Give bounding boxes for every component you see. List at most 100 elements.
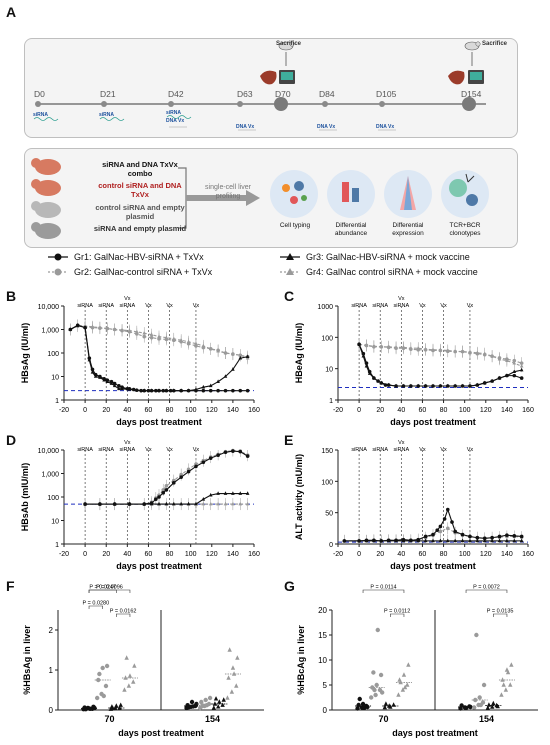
data-point	[161, 488, 166, 492]
event-label: siRNA	[77, 447, 93, 453]
x-tick-label: 140	[501, 407, 513, 414]
x-tick-label: 20	[376, 407, 384, 414]
y-tick-label: 10,000	[38, 304, 60, 311]
data-point	[497, 376, 502, 380]
data-point	[409, 538, 413, 543]
study-mice	[31, 158, 489, 239]
timeline-dot	[274, 97, 288, 111]
data-point	[401, 537, 406, 542]
x-tick-label: 160	[248, 551, 260, 558]
data-point	[225, 695, 230, 700]
data-point	[394, 538, 398, 543]
p-value-label: P = 0.0072	[473, 585, 500, 591]
data-point	[367, 369, 372, 374]
data-point	[490, 379, 494, 383]
data-point	[103, 683, 109, 689]
y-tick-label: 10	[51, 375, 59, 382]
event-label: Vx	[124, 296, 131, 302]
data-point	[149, 388, 154, 393]
data-point	[231, 449, 235, 453]
data-point	[364, 538, 369, 543]
data-point	[179, 472, 183, 477]
data-point	[398, 679, 403, 685]
data-point	[142, 388, 147, 393]
data-point	[386, 345, 391, 350]
data-point	[374, 682, 379, 688]
data-point	[460, 384, 465, 388]
y-tick-label: 100	[321, 479, 333, 486]
y-tick-label: 5	[323, 681, 328, 690]
x-tick-label: 60	[419, 407, 427, 414]
event-label: Vx	[467, 447, 474, 453]
data-point	[230, 665, 236, 670]
data-point	[98, 502, 102, 506]
x-tick-label: 160	[522, 551, 534, 558]
profiling-label: single-cell liver profiling	[205, 184, 251, 200]
significance-bracket	[465, 589, 508, 593]
data-point	[490, 538, 494, 543]
data-point	[508, 682, 513, 687]
x-tick-label: 0	[357, 407, 361, 414]
data-point	[474, 632, 479, 638]
event-label: Vx	[467, 303, 474, 309]
data-point	[154, 388, 158, 393]
data-point	[90, 370, 95, 374]
data-point	[475, 351, 480, 356]
data-point	[201, 460, 206, 465]
data-point	[186, 469, 191, 474]
data-point	[497, 356, 502, 360]
tcr-bcr-icon	[449, 173, 478, 206]
data-point	[375, 627, 380, 633]
data-point	[154, 497, 158, 502]
data-point	[361, 705, 367, 711]
data-point	[501, 682, 506, 687]
data-point	[409, 347, 413, 351]
data-point	[131, 387, 136, 392]
data-point	[179, 501, 183, 506]
data-point	[383, 701, 389, 706]
data-point	[194, 501, 198, 506]
y-tick-label: 10	[51, 519, 59, 526]
data-point	[114, 703, 119, 708]
y-tick-label: 1	[55, 542, 59, 549]
data-point	[442, 517, 447, 521]
data-point	[453, 529, 457, 534]
x-tick-label: 160	[248, 407, 260, 414]
data-point	[208, 456, 213, 460]
y-tick-label: 1000	[317, 304, 333, 311]
data-point	[357, 696, 362, 702]
data-point	[68, 327, 73, 332]
day-label: D84	[319, 89, 335, 99]
sirna-tag: siRNA	[166, 110, 182, 116]
data-point	[438, 348, 443, 353]
liver-icon-d154	[448, 70, 465, 85]
data-point	[203, 697, 208, 703]
data-point	[216, 453, 220, 458]
data-point	[475, 538, 480, 543]
sequencer-icon-d154	[468, 70, 484, 84]
data-point	[245, 388, 250, 393]
data-point	[497, 538, 502, 543]
data-point	[213, 696, 219, 701]
data-point	[368, 695, 374, 700]
y-tick-label: 15	[318, 631, 327, 640]
data-point	[226, 675, 231, 680]
y-tick-label: 0	[49, 706, 54, 715]
x-tick-label: 80	[440, 407, 448, 414]
x-tick-label: 20	[376, 551, 384, 558]
data-point	[201, 496, 206, 501]
event-label: Vx	[166, 303, 173, 309]
data-point	[110, 706, 116, 711]
data-point	[101, 693, 106, 699]
data-point	[149, 501, 154, 505]
significance-bracket	[88, 589, 117, 593]
data-point	[431, 538, 435, 543]
data-point	[463, 705, 469, 711]
event-label: siRNA	[120, 303, 136, 309]
data-point	[112, 381, 117, 386]
panel-letter-a: A	[6, 4, 17, 20]
data-point	[512, 369, 517, 374]
panel-letter-b: B	[6, 288, 17, 304]
timeline-dot	[462, 97, 476, 111]
data-point	[486, 702, 492, 707]
